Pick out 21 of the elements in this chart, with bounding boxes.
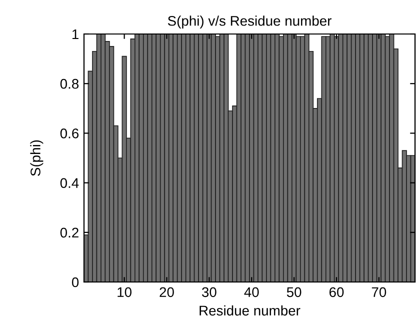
bar xyxy=(224,34,229,282)
x-tick-label: 50 xyxy=(286,287,302,298)
bar xyxy=(249,34,254,282)
x-axis-title: Residue number xyxy=(200,305,300,316)
y-tick-label: 0 xyxy=(72,277,79,288)
x-tick-label: 20 xyxy=(160,287,174,298)
x-tick-label: 30 xyxy=(202,287,216,298)
x-tick-label: 40 xyxy=(244,287,259,298)
y-tick-label: 0.2 xyxy=(60,228,78,238)
chart-title: S(phi) v/s Residue number xyxy=(168,16,332,29)
y-axis-title: S(phi) xyxy=(30,140,44,176)
bar xyxy=(164,34,170,282)
x-tick-label: 10 xyxy=(118,287,132,298)
y-tick-label: 0.6 xyxy=(60,128,79,138)
bar xyxy=(292,34,297,282)
y-tick-label: 0.4 xyxy=(60,178,79,188)
x-tick-label: 60 xyxy=(329,287,344,298)
bar xyxy=(206,34,212,282)
y-tick-label: 0.8 xyxy=(60,78,79,89)
x-tick-label: 70 xyxy=(372,287,386,298)
y-tick-label: 1 xyxy=(72,29,78,40)
